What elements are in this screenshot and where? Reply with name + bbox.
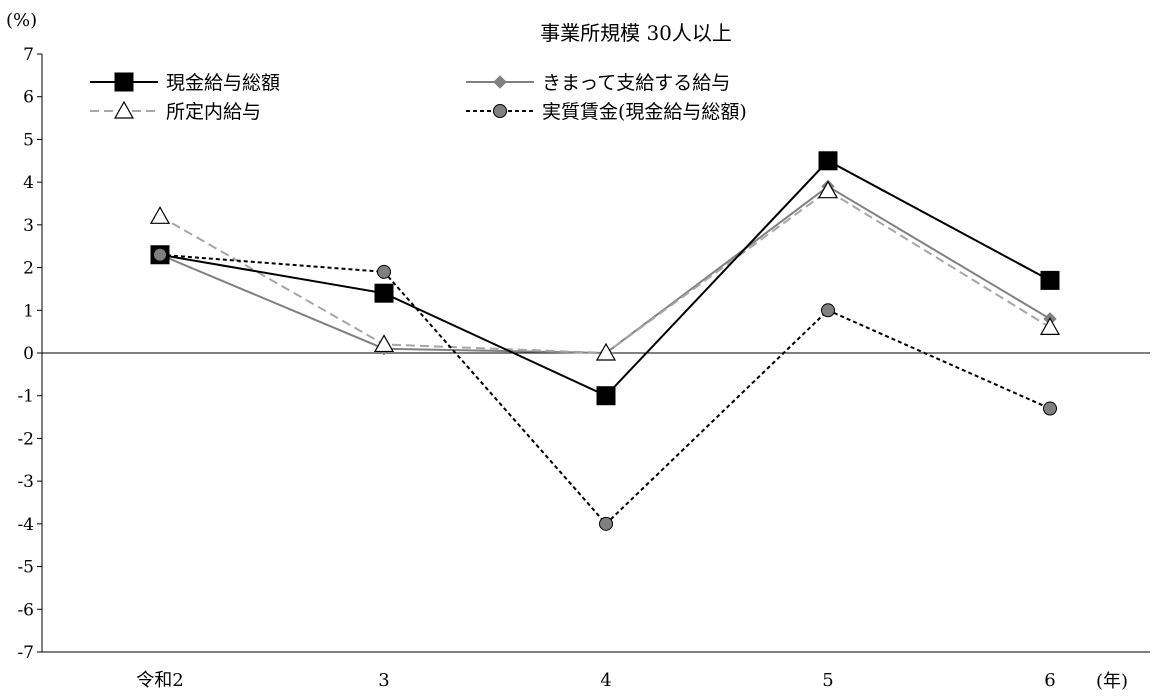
series-point: [1039, 317, 1061, 335]
series-2: [153, 179, 1057, 360]
x-tick-label: 3: [378, 670, 389, 691]
series-point: [599, 516, 613, 531]
x-tick-label: 令和2: [136, 670, 183, 691]
y-tick-label: 5: [23, 130, 34, 150]
legend-item: 所定内給与: [90, 100, 261, 123]
y-tick-label: 7: [23, 45, 34, 65]
series-1: [150, 151, 1060, 406]
y-tick-label: 6: [23, 88, 34, 108]
y-tick-label: -2: [17, 429, 34, 449]
legend-label: 実質賃金(現金給与総額): [542, 101, 747, 123]
x-tick-label: 4: [600, 670, 611, 691]
legend-swatch-marker: [113, 100, 135, 119]
series-point: [595, 342, 617, 361]
y-tick-label: -7: [17, 643, 34, 663]
y-tick-label: 4: [23, 173, 34, 193]
series-4: [153, 247, 1057, 531]
legend-swatch-marker: [493, 75, 507, 89]
legend-label: きまって支給する給与: [542, 72, 730, 94]
series-point: [1040, 270, 1060, 290]
y-tick-label: 0: [23, 344, 34, 364]
x-tick-label: 5: [822, 670, 833, 691]
series-line: [159, 189, 1051, 355]
legend-swatch-marker: [114, 72, 134, 92]
series-point: [818, 151, 838, 171]
legend-item: 実質賃金(現金給与総額): [466, 101, 747, 123]
legend-label: 所定内給与: [166, 101, 261, 123]
legend-swatch-marker: [493, 104, 507, 118]
y-tick-label: 3: [23, 216, 34, 236]
legend-item: 現金給与総額: [90, 72, 280, 94]
series-point: [1043, 401, 1057, 416]
series-group: [149, 151, 1061, 531]
series-point: [821, 303, 835, 318]
series-point: [596, 386, 616, 406]
legend-label: 現金給与総額: [166, 72, 280, 94]
y-axis-unit-label: (%): [6, 10, 37, 31]
legend-item: きまって支給する給与: [466, 72, 730, 94]
y-tick-label: 2: [23, 259, 34, 279]
y-tick-label: -3: [17, 472, 34, 492]
x-tick-labels: 令和2 3 4 5 6: [136, 670, 1055, 691]
series-3: [149, 180, 1061, 361]
series-point: [373, 334, 395, 353]
chart-title: 事業所規模 30人以上: [540, 21, 732, 45]
series-point: [374, 283, 394, 303]
y-tick-label: -5: [17, 558, 34, 578]
series-point: [149, 206, 171, 224]
y-tick-label: 1: [23, 301, 34, 321]
y-tick-label: -4: [17, 515, 34, 535]
x-tick-label: 6: [1044, 670, 1055, 691]
series-line: [159, 185, 1051, 355]
x-axis-unit-label: (年): [1096, 671, 1128, 692]
series-point: [377, 264, 391, 279]
series-point: [817, 180, 839, 199]
y-tick-label: -1: [17, 387, 34, 407]
y-tick-labels: 7 6 5 4 3 2 1 0 -1 -2 -3 -4 -5 -6 -7: [17, 45, 34, 663]
y-tick-label: -6: [17, 600, 34, 620]
series-point: [153, 247, 167, 262]
